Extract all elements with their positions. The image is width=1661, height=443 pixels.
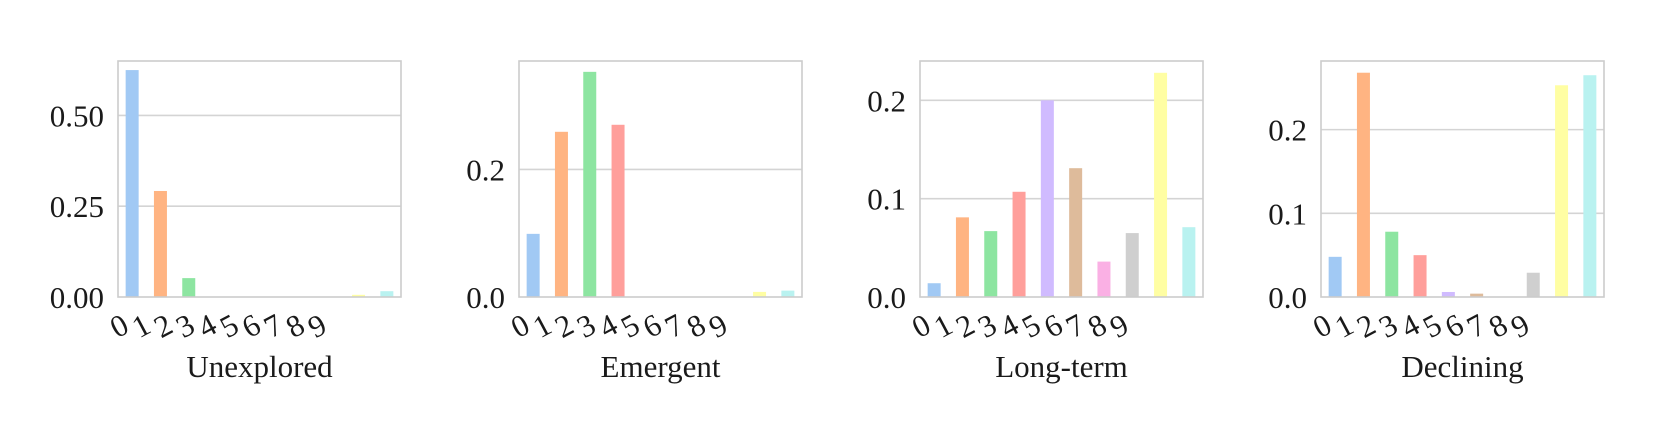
y-tick-label: 0.2 — [867, 83, 906, 118]
bar-2 — [984, 231, 998, 297]
y-tick-label: 0.1 — [867, 182, 906, 217]
y-tick-label: 0.2 — [1268, 113, 1307, 148]
y-tick-label: 0.0 — [867, 280, 906, 315]
bar-5 — [1069, 168, 1083, 297]
bar-9 — [1583, 75, 1597, 297]
bar-0 — [927, 283, 941, 297]
bar-7 — [1125, 233, 1139, 297]
y-tick-label: 0.0 — [466, 280, 505, 315]
y-tick-label: 0.00 — [50, 280, 104, 315]
y-tick-label: 0.1 — [1268, 196, 1307, 231]
bar-8 — [1154, 72, 1168, 297]
bar-0 — [526, 233, 540, 297]
bar-2 — [583, 71, 597, 297]
bar-1 — [554, 131, 568, 297]
bar-0 — [125, 70, 139, 297]
x-axis-label: Unexplored — [186, 349, 333, 384]
bar-8 — [352, 294, 366, 297]
bar-3 — [611, 124, 625, 297]
bar-1 — [153, 190, 167, 297]
bar-3 — [1413, 255, 1427, 297]
x-axis-label: Declining — [1401, 349, 1523, 384]
bar-1 — [1356, 72, 1370, 297]
bar-3 — [1012, 191, 1026, 297]
bar-0 — [1328, 256, 1342, 297]
plot-frame — [518, 60, 803, 298]
bar-5 — [1470, 293, 1484, 297]
plot-frame — [1320, 60, 1605, 298]
y-tick-label: 0.50 — [50, 98, 104, 133]
bar-9 — [781, 290, 795, 297]
bar-9 — [1182, 227, 1196, 297]
plot-frame — [919, 60, 1204, 298]
y-tick-label: 0.25 — [50, 189, 104, 224]
bar-8 — [753, 291, 767, 297]
y-tick-label: 0.2 — [466, 152, 505, 187]
bar-7 — [1526, 272, 1540, 297]
bar-4 — [1040, 100, 1054, 297]
bar-6 — [1097, 261, 1111, 297]
x-axis-label: Emergent — [601, 349, 721, 384]
bar-2 — [182, 278, 196, 297]
bar-8 — [1555, 85, 1569, 297]
bar-1 — [955, 217, 969, 297]
bar-4 — [1441, 291, 1455, 297]
plot-frame — [117, 60, 402, 298]
bar-9 — [380, 291, 394, 297]
y-tick-label: 0.0 — [1268, 280, 1307, 315]
bar-2 — [1385, 231, 1399, 297]
x-axis-label: Long-term — [995, 349, 1128, 384]
